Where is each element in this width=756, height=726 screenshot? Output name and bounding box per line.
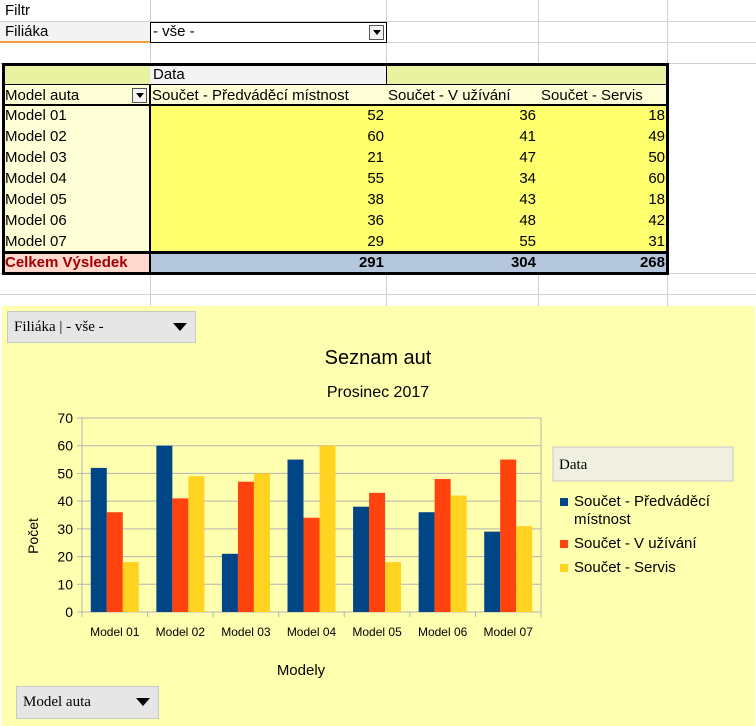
pivot-column-header-1: Součet - Předváděcí místnost <box>152 87 349 104</box>
pivot-row-label: Model 02 <box>5 128 67 145</box>
pivot-column-header-3: Součet - Servis <box>541 87 643 104</box>
pivot-cell: 36 <box>367 212 384 229</box>
pivot-cell: 29 <box>367 233 384 250</box>
pivot-total-cell: 304 <box>510 254 536 271</box>
pivot-row-label: Model 07 <box>5 233 67 250</box>
pivot-data-bg <box>150 105 667 253</box>
pivot-data-header: Data <box>153 66 185 83</box>
pivot-cell: 36 <box>519 107 536 124</box>
pivot-cell: 47 <box>519 149 536 166</box>
filter-dropdown-value: - vše - <box>153 23 195 40</box>
pivot-border-data-header-right <box>386 64 387 85</box>
pivot-total-cell: 291 <box>358 254 384 271</box>
pivot-cell: 41 <box>519 128 536 145</box>
pivot-cell: 42 <box>648 212 665 229</box>
pivot-row-field-dropdown[interactable] <box>131 87 149 104</box>
filter-label: Filtr <box>5 2 30 19</box>
pivot-row-labels-bg <box>3 105 151 253</box>
filter-dropdown[interactable]: - vše - <box>150 22 387 43</box>
pivot-row-field: Model auta <box>5 87 80 104</box>
filter-field-label: Filiáka <box>5 23 49 40</box>
pivot-column-headers-bg <box>150 85 667 106</box>
pivot-border-data-header <box>2 84 669 85</box>
pivot-border <box>2 63 669 275</box>
pivot-border-total <box>2 251 669 254</box>
pivot-row-label: Model 03 <box>5 149 67 166</box>
pivot-data-header-cell <box>150 64 387 85</box>
chart-filter-button[interactable]: Filiáka | - vše - <box>7 311 196 343</box>
pivot-cell: 31 <box>648 233 665 250</box>
chevron-down-icon <box>136 698 150 706</box>
pivot-cell: 21 <box>367 149 384 166</box>
pivot-total-label: Celkem Výsledek <box>5 254 128 271</box>
chart-area[interactable] <box>2 306 755 726</box>
chevron-down-icon[interactable] <box>132 88 147 103</box>
pivot-cell: 18 <box>648 107 665 124</box>
chart-rows-button-label: Model auta <box>23 694 91 710</box>
pivot-border-header <box>2 104 669 106</box>
pivot-border-rowlabels <box>149 85 151 273</box>
pivot-cell: 43 <box>519 191 536 208</box>
pivot-cell: 48 <box>519 212 536 229</box>
chart-filter-button-label: Filiáka | - vše - <box>14 319 104 335</box>
chevron-down-icon <box>173 323 187 331</box>
pivot-row-label: Model 06 <box>5 212 67 229</box>
pivot-cell: 50 <box>648 149 665 166</box>
pivot-row-label: Model 04 <box>5 170 67 187</box>
pivot-total-label-cell <box>3 252 151 273</box>
pivot-cell: 60 <box>648 170 665 187</box>
pivot-cell: 55 <box>519 233 536 250</box>
pivot-total-values-bg <box>150 252 667 273</box>
pivot-cell: 55 <box>367 170 384 187</box>
pivot-cell: 52 <box>367 107 384 124</box>
pivot-corner <box>3 64 151 85</box>
chevron-down-icon[interactable] <box>369 25 384 40</box>
chart-rows-button[interactable]: Model auta <box>16 686 159 719</box>
pivot-cell: 18 <box>648 191 665 208</box>
pivot-header-fill <box>386 64 667 85</box>
pivot-row-label: Model 05 <box>5 191 67 208</box>
pivot-row-label: Model 01 <box>5 107 67 124</box>
pivot-row-field-cell <box>3 85 151 106</box>
pivot-column-header-2: Součet - V užívání <box>388 87 511 104</box>
filter-field-cell <box>0 22 151 43</box>
pivot-cell: 38 <box>367 191 384 208</box>
pivot-total-cell: 268 <box>639 254 665 271</box>
pivot-cell: 34 <box>519 170 536 187</box>
pivot-cell: 60 <box>367 128 384 145</box>
pivot-cell: 49 <box>648 128 665 145</box>
